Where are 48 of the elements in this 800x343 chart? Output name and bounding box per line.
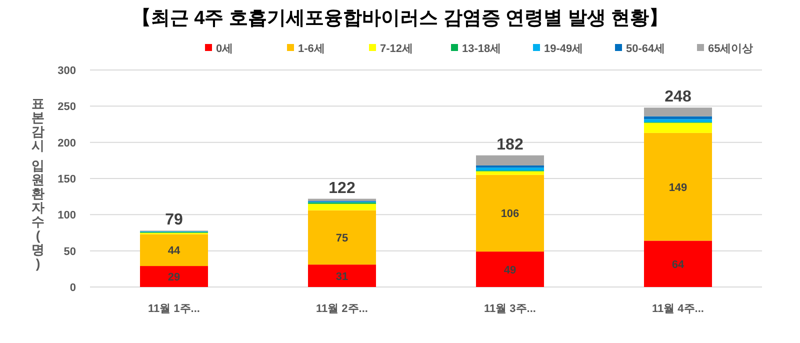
data-label: 75 [336, 232, 348, 244]
bar [644, 119, 712, 122]
data-label: 106 [500, 208, 520, 220]
bar [476, 252, 544, 287]
bar [476, 155, 544, 166]
bar [308, 204, 376, 210]
y-tick-label: 150 [58, 174, 76, 186]
legend-label: 65세이상 [708, 43, 754, 55]
data-label: 29 [168, 272, 180, 284]
legend-label: 13-18세 [462, 43, 502, 55]
bar [476, 174, 544, 252]
x-tick-label: 11월 3주... [484, 303, 536, 315]
bar [476, 171, 544, 175]
legend-label: 1-6세 [298, 43, 325, 55]
y-tick-label: 300 [58, 65, 76, 77]
legend-label: 7-12세 [380, 43, 414, 55]
bar [644, 132, 712, 241]
y-tick-label: 50 [64, 246, 76, 258]
legend-label: 50-64세 [626, 43, 666, 55]
text: 표본감시 입원환자수(명) [32, 96, 44, 271]
legend-label: 19-49세 [544, 43, 584, 55]
data-label: 64 [672, 258, 685, 271]
legend-label: 0세 [216, 43, 234, 55]
data-label: 149 [668, 182, 688, 194]
x-tick-label: 11월 1주... [148, 303, 200, 315]
y-tick-label: 0 [70, 282, 76, 294]
x-tick-label: 11월 2주... [316, 303, 368, 315]
y-tick-label: 100 [58, 210, 76, 222]
y-tick-label: 250 [58, 101, 76, 114]
y-tick-label: 200 [58, 137, 76, 150]
bar [644, 240, 712, 287]
bar [476, 165, 544, 168]
total-label: 248 [664, 88, 692, 106]
bar [140, 234, 208, 266]
bar [308, 264, 376, 287]
x-tick-label: 11월 4주... [652, 303, 704, 315]
bar [476, 168, 544, 171]
bar [140, 266, 208, 287]
bar [644, 122, 712, 133]
total-label: 182 [496, 136, 524, 154]
data-label: 44 [168, 245, 181, 258]
bar [644, 108, 712, 116]
bar [308, 210, 376, 265]
total-label: 122 [328, 180, 356, 197]
data-label: 31 [336, 270, 348, 283]
data-label: 49 [504, 264, 516, 276]
chart-title: 【최근 4주 호흡기세포융합바이러스 감염증 연령별 발생 현황】 [132, 7, 668, 29]
total-label: 79 [165, 212, 183, 229]
